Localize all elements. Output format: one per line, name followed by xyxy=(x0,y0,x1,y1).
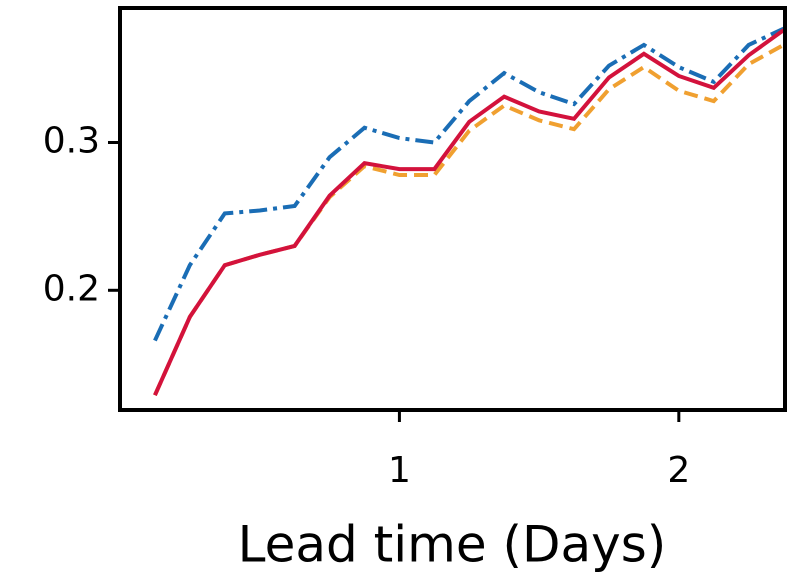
series-line xyxy=(153,28,785,397)
y-tick-label: 0.2 xyxy=(43,268,100,309)
series-line xyxy=(153,43,785,397)
y-tick-label: 0.3 xyxy=(43,120,100,161)
series-line xyxy=(153,26,785,342)
x-tick-label: 2 xyxy=(667,450,690,491)
plot-frame xyxy=(118,6,787,412)
x-tick-label: 1 xyxy=(388,450,411,491)
x-axis-label: Lead time (Days) xyxy=(238,516,667,574)
